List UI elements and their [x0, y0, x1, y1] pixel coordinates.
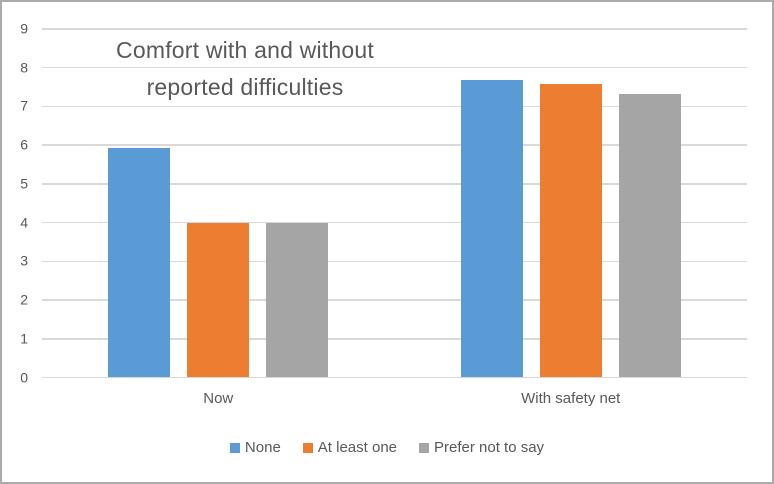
legend-swatch-icon	[229, 442, 240, 453]
legend-item-at-least-one: At least one	[302, 439, 397, 456]
legend-swatch-icon	[302, 442, 313, 453]
x-category-label-with-safety-net: With safety net	[521, 389, 621, 407]
x-category-label-now: Now	[203, 389, 234, 407]
y-tick-label-6: 6	[20, 136, 28, 153]
chart-title-line-1: Comfort with and without	[116, 37, 374, 63]
bar-at-least-one-now	[187, 222, 250, 378]
gridline-y-0	[42, 376, 747, 379]
legend-item-prefer-not-to-say: Prefer not to say	[419, 439, 544, 456]
legend-label: At least one	[317, 439, 397, 456]
legend-label: Prefer not to say	[434, 439, 545, 456]
gridline-y-4	[42, 221, 747, 224]
y-tick-label-0: 0	[20, 369, 28, 386]
gridline-y-3	[42, 260, 747, 263]
legend-swatch-icon	[419, 442, 429, 453]
chart-title: Comfort with and without reported diffic…	[88, 32, 402, 106]
y-tick-label-7: 7	[20, 98, 28, 115]
y-tick-label-1: 1	[20, 330, 28, 347]
y-tick-label-8: 8	[20, 59, 28, 76]
y-tick-label-9: 9	[20, 20, 28, 37]
gridline-y-6	[42, 144, 747, 146]
bar-none-now	[108, 148, 171, 378]
chart-title-line-2: reported difficulties	[146, 74, 344, 100]
gridline-y-5	[42, 183, 747, 185]
bar-at-least-one-with-safety-net	[539, 84, 602, 378]
y-tick-label-3: 3	[20, 253, 28, 270]
legend-label: None	[244, 439, 281, 456]
bar-prefer-not-to-say-with-safety-net	[618, 93, 681, 378]
y-tick-label-4: 4	[20, 214, 28, 231]
y-tick-label-2: 2	[20, 291, 28, 308]
gridline-y-1	[42, 338, 747, 340]
gridline-y-9	[42, 28, 747, 30]
legend: None At least one Prefer not to say	[2, 439, 772, 456]
bar-none-with-safety-net	[460, 80, 523, 378]
gridline-y-8	[42, 66, 747, 69]
gridline-y-2	[42, 299, 747, 301]
y-tick-label-5: 5	[20, 175, 28, 192]
bar-prefer-not-to-say-now	[266, 222, 329, 378]
gridline-y-7	[42, 105, 747, 108]
legend-item-none: None	[229, 439, 281, 456]
